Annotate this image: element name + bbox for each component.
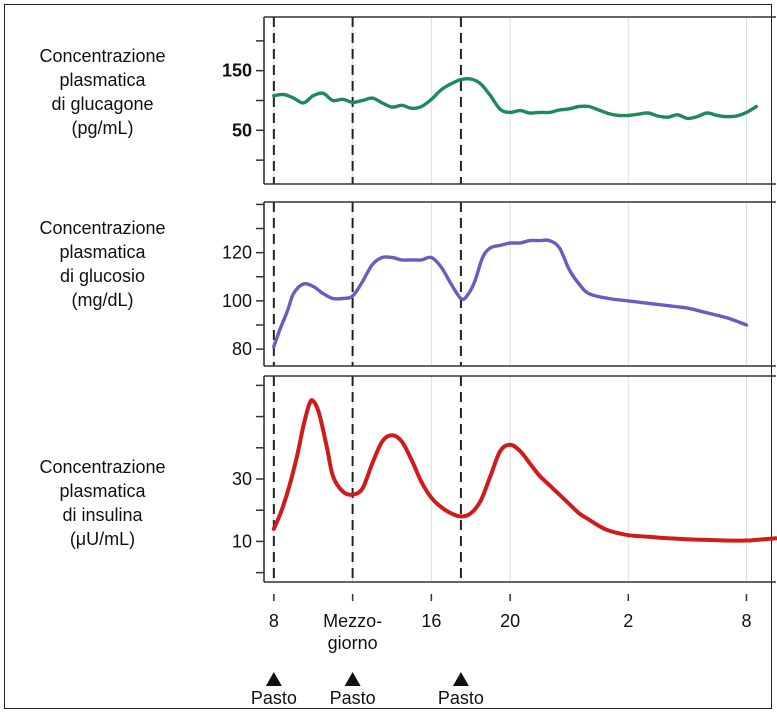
x-tick-label: 16 [421, 611, 441, 631]
ylabel-glucosio: Concentrazione plasmatica di glucosio (m… [0, 216, 205, 312]
x-tick-label: Mezzo- [323, 611, 382, 631]
ylabel-line: (μU/mL) [69, 529, 136, 549]
ylabel-line: (pg/mL) [71, 118, 134, 138]
y-tick-label: 10 [232, 531, 252, 551]
meal-label: Pasto [438, 688, 484, 708]
ylabel-line: plasmatica [59, 70, 146, 90]
ylabel-line: Concentrazione [39, 46, 166, 66]
series-line-glucagone [272, 76, 758, 121]
y-tick-label: 100 [222, 291, 252, 311]
y-tick-label: 120 [222, 243, 252, 263]
series-line-glucosio [272, 238, 749, 349]
x-tick-label: 20 [500, 611, 520, 631]
meal-label: Pasto [330, 688, 376, 708]
meal-triangle-icon [452, 672, 469, 686]
y-tick-label: 150 [222, 61, 252, 81]
y-tick-label: 30 [232, 469, 252, 489]
meal-triangle-icon [265, 672, 282, 686]
x-tick-label: 8 [269, 611, 279, 631]
ylabel-line: di glucosio [59, 266, 146, 286]
ylabel-line: di insulina [62, 505, 143, 525]
meal-label: Pasto [251, 688, 297, 708]
x-tick-label: 2 [623, 611, 633, 631]
ylabel-line: Concentrazione [39, 218, 166, 238]
ylabel-line: plasmatica [59, 481, 146, 501]
y-tick-label: 80 [232, 339, 252, 359]
x-tick-label: 8 [741, 611, 751, 631]
ylabel-glucagone: Concentrazione plasmatica di glucagone (… [0, 44, 205, 140]
ylabel-line: Concentrazione [39, 457, 166, 477]
x-tick-label: giorno [328, 633, 378, 653]
series-line-insulina [271, 398, 777, 543]
meal-triangle-icon [344, 672, 361, 686]
ylabel-insulina: Concentrazione plasmatica di insulina (μ… [0, 455, 205, 551]
ylabel-line: di glucagone [51, 94, 154, 114]
y-tick-label: 50 [232, 120, 252, 140]
ylabel-line: (mg/dL) [71, 290, 134, 310]
ylabel-line: plasmatica [59, 242, 146, 262]
